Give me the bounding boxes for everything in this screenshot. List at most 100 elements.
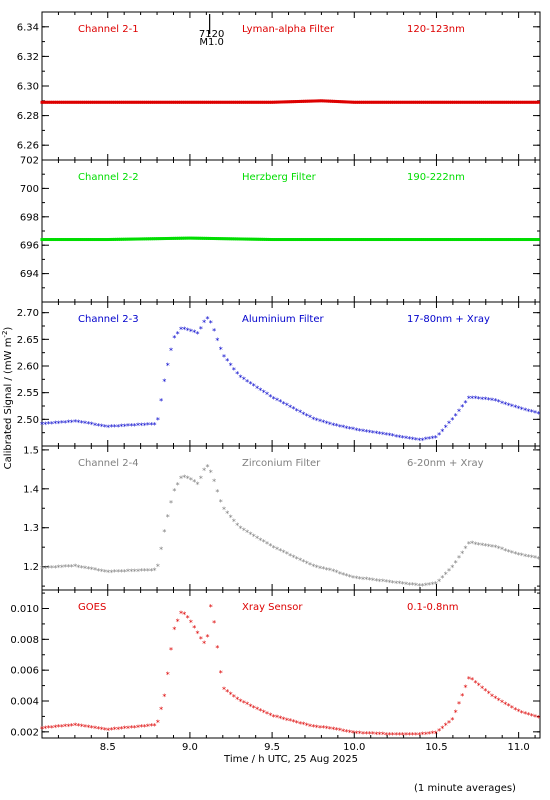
data-point: * — [143, 421, 147, 430]
data-point: * — [212, 478, 216, 487]
data-point — [514, 238, 518, 242]
data-point — [239, 100, 243, 104]
data-point: * — [328, 567, 332, 576]
data-point: * — [245, 701, 249, 710]
data-point — [481, 238, 485, 242]
data-point: * — [166, 361, 170, 370]
data-point: * — [288, 717, 292, 726]
data-point — [145, 237, 149, 241]
data-point — [88, 100, 92, 104]
data-point: * — [119, 568, 123, 577]
data-point — [476, 238, 480, 242]
data-point — [369, 238, 373, 242]
data-point — [170, 236, 174, 240]
data-point: * — [361, 427, 365, 436]
data-point — [152, 237, 156, 241]
data-point — [135, 237, 139, 241]
data-point: * — [401, 434, 405, 443]
data-point — [330, 99, 334, 103]
data-point — [501, 100, 505, 104]
data-point — [445, 238, 449, 242]
data-point: * — [384, 731, 388, 740]
data-point — [137, 237, 141, 241]
data-point — [129, 237, 133, 241]
data-point — [534, 238, 538, 242]
data-point: * — [126, 724, 130, 733]
data-point — [487, 238, 491, 242]
data-point: * — [116, 568, 120, 577]
data-point: * — [255, 705, 259, 714]
data-point — [119, 100, 123, 104]
data-point: * — [96, 567, 100, 576]
data-point: * — [143, 723, 147, 732]
data-point: * — [275, 397, 279, 406]
data-point — [210, 100, 214, 104]
data-point: * — [460, 403, 464, 412]
data-point: * — [235, 696, 239, 705]
data-point: * — [156, 563, 160, 572]
data-point — [294, 238, 298, 242]
data-point — [121, 237, 125, 241]
data-point: * — [47, 564, 51, 573]
data-point — [358, 238, 362, 242]
data-point — [270, 100, 274, 104]
data-point: * — [513, 706, 517, 715]
data-point: * — [308, 561, 312, 570]
data-point — [383, 100, 387, 104]
y-tick-label: 0.008 — [10, 635, 39, 646]
data-point: * — [205, 463, 209, 472]
data-point — [168, 236, 172, 240]
data-point — [470, 100, 474, 104]
data-point: * — [497, 697, 501, 706]
data-point — [296, 238, 300, 242]
data-point: * — [473, 395, 477, 404]
data-point: * — [341, 571, 345, 580]
data-point: * — [265, 540, 269, 549]
data-point — [483, 238, 487, 242]
data-point: * — [229, 361, 233, 370]
data-point — [377, 100, 381, 104]
data-point — [102, 100, 106, 104]
data-point: * — [437, 727, 441, 736]
data-point — [61, 100, 65, 104]
data-point — [456, 238, 460, 242]
data-point — [110, 100, 114, 104]
data-point — [106, 100, 110, 104]
data-point — [487, 100, 491, 104]
data-point: * — [186, 475, 190, 484]
data-point: * — [295, 407, 299, 416]
data-point — [85, 100, 89, 104]
data-point: * — [262, 389, 266, 398]
data-point — [390, 100, 394, 104]
data-point: * — [172, 487, 176, 496]
data-point — [363, 100, 367, 104]
data-point: * — [265, 710, 269, 719]
data-point — [485, 238, 489, 242]
data-point — [497, 238, 501, 242]
data-point — [416, 238, 420, 242]
data-point: * — [285, 402, 289, 411]
data-point — [321, 238, 325, 242]
data-point — [261, 100, 265, 104]
data-point — [230, 237, 234, 241]
data-point — [340, 238, 344, 242]
data-point: * — [215, 336, 219, 345]
data-point — [148, 100, 152, 104]
data-point: * — [202, 318, 206, 327]
data-point: * — [391, 731, 395, 740]
data-point: * — [258, 536, 262, 545]
data-point: * — [239, 698, 243, 707]
y-tick-label: 1.5 — [23, 445, 39, 456]
data-point — [396, 238, 400, 242]
data-point: * — [182, 474, 186, 483]
data-point — [344, 238, 348, 242]
data-point: * — [219, 498, 223, 507]
data-point: * — [470, 540, 474, 549]
data-point — [201, 236, 205, 240]
data-point: * — [371, 577, 375, 586]
data-point — [195, 100, 199, 104]
data-point — [437, 100, 441, 104]
data-point — [309, 238, 313, 242]
data-point — [239, 237, 243, 241]
data-point — [162, 237, 166, 241]
